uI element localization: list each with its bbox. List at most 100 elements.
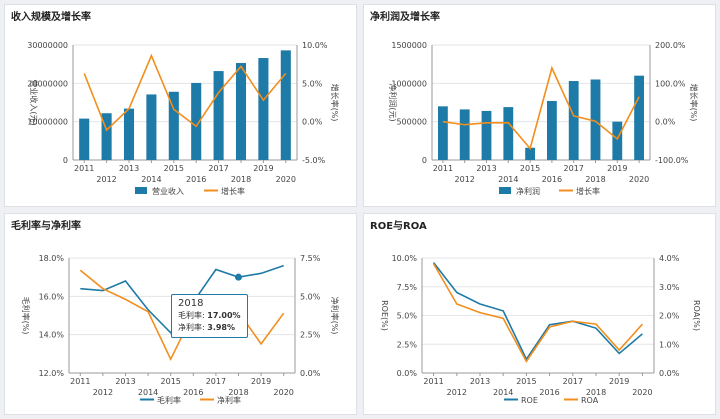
data-point xyxy=(640,332,644,336)
data-point xyxy=(194,124,198,128)
legend-label: 营业收入 xyxy=(152,186,184,196)
bar xyxy=(280,50,291,160)
x-tick-label: 2017 xyxy=(564,164,584,173)
panel-revenue: 收入规模及增长率 0 10000000 20000000 30000000 -5.0% 0… xyxy=(4,4,357,207)
bar xyxy=(213,71,224,160)
bar xyxy=(525,147,536,160)
x-tick-label: 2016 xyxy=(183,388,203,397)
data-point xyxy=(284,71,288,75)
bar xyxy=(235,63,247,161)
x-tick-label: 2011 xyxy=(433,164,453,173)
y2-tick-label: 0.0% xyxy=(655,118,676,127)
x-tick-label: 2012 xyxy=(96,175,116,184)
y2-tick-label: 0.0% xyxy=(300,369,321,378)
data-point xyxy=(455,291,459,295)
y2-tick-label: 5.0% xyxy=(300,292,321,301)
x-tick-label: 2014 xyxy=(498,175,518,184)
y2-tick-label: 2.5% xyxy=(300,331,321,340)
y-tick-label: 12.0% xyxy=(39,369,65,378)
bar xyxy=(481,110,492,160)
panel-title: 收入规模及增长率 xyxy=(11,12,91,23)
x-tick-label: 2017 xyxy=(563,377,583,386)
y2-tick-label: 0.0% xyxy=(302,118,323,127)
bar xyxy=(634,75,645,160)
series-line xyxy=(83,53,287,132)
data-point xyxy=(259,271,263,275)
series-line xyxy=(442,65,640,151)
bar xyxy=(79,118,90,160)
tooltip-label: 毛利率: xyxy=(178,311,208,320)
bar xyxy=(191,82,202,160)
legend-label: 毛利率 xyxy=(157,395,181,405)
data-point xyxy=(239,64,243,68)
data-point xyxy=(105,128,109,132)
y-tick-label: 10000000 xyxy=(27,118,68,127)
legend-label: 增长率 xyxy=(221,186,245,196)
y-tick-label: 500000 xyxy=(396,118,427,127)
panel-title: 毛利率与净利率 xyxy=(11,221,81,232)
data-point xyxy=(124,279,128,283)
data-point xyxy=(261,98,265,102)
y-axis-title: 营业收入(元) xyxy=(29,79,39,125)
x-tick-label: 2011 xyxy=(70,377,90,386)
y-tick-label: 1500000 xyxy=(391,41,427,50)
x-tick-label: 2020 xyxy=(629,175,649,184)
data-point xyxy=(217,91,221,95)
panel-margins: 毛利率与净利率 12.0% 14.0% 16.0% 18.0% 0.0% 2.5% 5.0%… xyxy=(4,213,357,415)
y-tick-label: 1000000 xyxy=(391,79,427,88)
bar xyxy=(168,91,179,160)
data-point xyxy=(432,262,436,266)
x-tick-label: 2018 xyxy=(586,388,606,397)
y-tick-label: 10.0% xyxy=(392,254,418,263)
data-point xyxy=(124,297,128,301)
bar xyxy=(568,81,579,160)
data-point xyxy=(506,121,510,125)
y2-axis-title: ROA(%) xyxy=(692,300,701,331)
data-point xyxy=(524,360,528,364)
x-tick-label: 2015 xyxy=(164,164,184,173)
data-point xyxy=(571,319,575,323)
x-tick-label: 2020 xyxy=(276,175,296,184)
bar xyxy=(546,100,557,160)
data-point xyxy=(637,95,641,99)
x-tick-label: 2015 xyxy=(161,377,181,386)
data-point xyxy=(478,311,482,315)
bar xyxy=(590,79,601,160)
data-point xyxy=(78,268,82,272)
y-tick-label: 2.5% xyxy=(397,340,418,349)
y-axis-title: 净利润(元) xyxy=(388,83,398,121)
y-tick-label: 18.0% xyxy=(39,254,65,263)
data-point xyxy=(214,268,218,272)
data-point xyxy=(478,302,482,306)
x-tick-label: 2011 xyxy=(423,377,443,386)
bar xyxy=(437,106,448,160)
data-point xyxy=(78,287,82,291)
data-point xyxy=(501,316,505,320)
bar xyxy=(101,113,112,160)
y2-tick-label: -5.0% xyxy=(302,156,326,165)
x-tick-label: 2019 xyxy=(251,377,271,386)
roe-roa-chart: 0.0% 2.5% 5.0% 7.5% 10.0% 0.0% 1.0% 2.0% 3.0% 4.0… xyxy=(380,254,701,405)
y2-axis-title: 净利率(%) xyxy=(330,297,340,335)
bar xyxy=(258,58,269,160)
chart-tooltip: 2018 毛利率: 17.00% 净利率: 3.98% xyxy=(171,294,248,338)
y-tick-label: 20000000 xyxy=(27,79,68,88)
data-point xyxy=(441,120,445,124)
bar xyxy=(503,107,514,160)
data-point xyxy=(146,310,150,314)
data-point xyxy=(127,107,131,111)
x-tick-label: 2020 xyxy=(632,388,652,397)
y2-tick-label: 100.0% xyxy=(655,79,686,88)
x-tick-label: 2015 xyxy=(516,377,536,386)
revenue-chart: 0 10000000 20000000 30000000 -5.0% 0.0% 5.0% 10… xyxy=(27,41,340,196)
data-point xyxy=(455,302,459,306)
y-tick-label: 0 xyxy=(422,156,427,165)
bar xyxy=(123,108,135,160)
series-line xyxy=(432,263,643,364)
legend-label: 增长率 xyxy=(576,186,600,196)
legend-swatch xyxy=(135,187,147,194)
y2-tick-label: 10.0% xyxy=(302,41,328,50)
net-profit-chart: 0 500000 1000000 1500000 -100.0% 0.0% 100.0% 20… xyxy=(388,41,699,196)
panel-net-profit: 净利润及增长率 0 500000 1000000 1500000 -100.0% 0.0%… xyxy=(363,4,716,207)
y-tick-label: 0.0% xyxy=(397,369,418,378)
